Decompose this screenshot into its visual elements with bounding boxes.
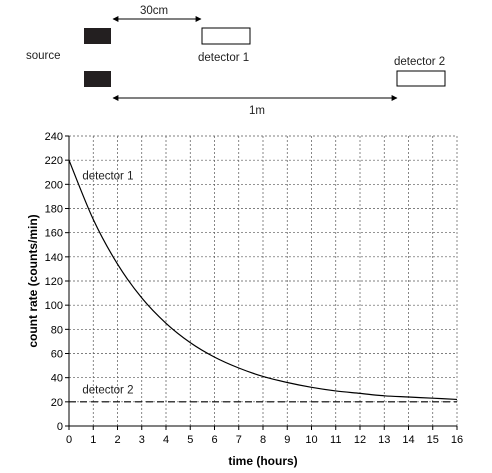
apparatus-diagram: source 30cm detector 1 detector 2 1m — [26, 5, 446, 117]
y-tick-label: 120 — [45, 276, 63, 288]
detector-2-label: detector 2 — [394, 56, 445, 68]
series-label-detector-2: detector 2 — [82, 384, 133, 396]
y-axis-title: count rate (counts/min) — [26, 214, 40, 347]
y-tick-label: 140 — [45, 252, 63, 264]
x-tick-label: 7 — [236, 434, 242, 446]
source-label: source — [26, 50, 61, 62]
x-tick-label: 15 — [427, 434, 439, 446]
y-tick-label: 20 — [51, 397, 63, 409]
x-tick-label: 10 — [305, 434, 317, 446]
x-tick-label: 12 — [354, 434, 366, 446]
distance-30cm-label: 30cm — [140, 5, 168, 17]
chart-grid — [69, 135, 458, 426]
x-tick-label: 14 — [402, 434, 414, 446]
x-tick-label: 9 — [284, 434, 290, 446]
series-label-detector-1: detector 1 — [82, 171, 133, 183]
y-tick-label: 160 — [45, 228, 63, 240]
x-tick-label: 4 — [163, 434, 169, 446]
x-tick-label: 0 — [66, 434, 72, 446]
y-tick-label: 80 — [51, 324, 63, 336]
chart-ticks: 0 1 2 3 4 5 6 7 8 9 10 11 12 13 14 15 160204060801001201… — [45, 131, 463, 446]
y-tick-label: 200 — [45, 179, 63, 191]
x-tick-label: 13 — [378, 434, 390, 446]
y-tick-label: 60 — [51, 349, 63, 361]
y-tick-label: 220 — [45, 155, 63, 167]
y-tick-label: 240 — [45, 131, 63, 143]
y-tick-label: 40 — [51, 373, 63, 385]
detector-1-label: detector 1 — [198, 52, 249, 64]
detector-2-box — [396, 70, 446, 87]
x-tick-label: 8 — [260, 434, 266, 446]
source-block-lower — [84, 71, 111, 87]
chart-series-labels: detector 1 detector 2 — [82, 171, 133, 397]
x-tick-label: 2 — [114, 434, 120, 446]
detector-1-box — [201, 27, 251, 45]
y-tick-label: 100 — [45, 300, 63, 312]
x-tick-label: 6 — [211, 434, 217, 446]
x-tick-label: 16 — [451, 434, 463, 446]
y-tick-label: 180 — [45, 204, 63, 216]
count-rate-chart: 0 1 2 3 4 5 6 7 8 9 10 11 12 13 14 15 160204060801001201… — [26, 131, 463, 468]
x-tick-label: 1 — [90, 434, 96, 446]
x-axis-title: time (hours) — [228, 454, 297, 468]
y-tick-label: 0 — [57, 421, 63, 433]
x-tick-label: 3 — [139, 434, 145, 446]
x-tick-label: 5 — [187, 434, 193, 446]
x-tick-label: 11 — [330, 434, 341, 446]
series-line-1 — [68, 159, 458, 401]
chart-series — [68, 159, 458, 403]
distance-1m-label: 1m — [249, 105, 265, 117]
source-block-upper — [84, 28, 111, 44]
